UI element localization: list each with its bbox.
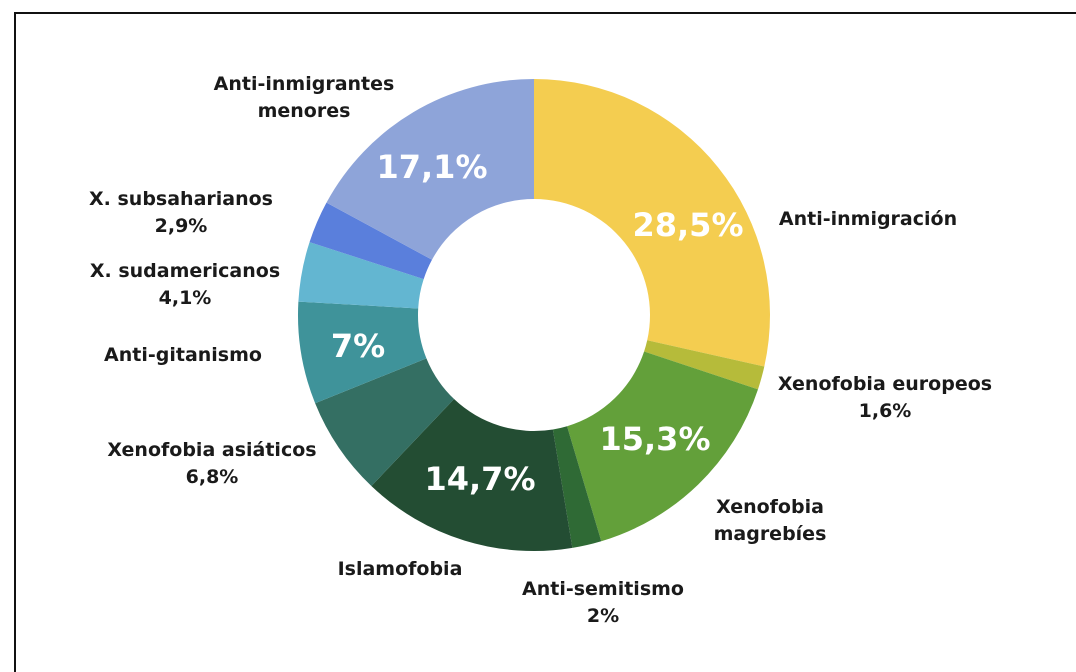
slice-1 bbox=[644, 340, 765, 390]
slice-value-label-0: 28,5% bbox=[632, 206, 743, 244]
slice-2 bbox=[567, 351, 758, 542]
slice-9 bbox=[326, 78, 534, 260]
slice-7 bbox=[298, 242, 424, 309]
slice-value-labels: 28,5% 15,3% 14,7% 7% 17,1% bbox=[331, 148, 744, 498]
slice-category-label-2: Xenofobia magrebíes bbox=[714, 496, 827, 545]
slice-3 bbox=[552, 426, 602, 548]
slice-category-label-9: Anti-inmigrantes menores bbox=[214, 73, 395, 122]
slice-category-label-5: Xenofobia asiáticos 6,8% bbox=[107, 439, 316, 488]
chart-frame bbox=[14, 12, 1076, 672]
slice-value-label-4: 14,7% bbox=[424, 460, 535, 498]
slice-category-label-7: X. sudamericanos 4,1% bbox=[90, 260, 280, 309]
slice-category-label-0: Anti-inmigración bbox=[779, 208, 957, 230]
slice-category-label-8: X. subsaharianos 2,9% bbox=[89, 188, 273, 237]
slice-category-label-6: Anti-gitanismo bbox=[104, 344, 262, 366]
donut-chart: 28,5% 15,3% 14,7% 7% 17,1% Anti-inmigración X… bbox=[89, 73, 992, 627]
slice-category-label-1: Xenofobia europeos 1,6% bbox=[778, 373, 992, 422]
slice-4 bbox=[371, 399, 573, 551]
slice-0 bbox=[534, 79, 770, 367]
slice-value-label-9: 17,1% bbox=[376, 148, 487, 186]
donut-slices bbox=[297, 78, 770, 551]
slice-5 bbox=[315, 358, 455, 487]
slice-value-label-6: 7% bbox=[331, 327, 385, 365]
slice-category-label-3: Anti-semitismo 2% bbox=[522, 578, 684, 627]
slice-category-label-4: Islamofobia bbox=[338, 558, 463, 580]
slice-category-labels: Anti-inmigración Xenofobia europeos 1,6% Xe… bbox=[89, 73, 992, 627]
slice-8 bbox=[309, 202, 432, 280]
slice-6 bbox=[297, 301, 427, 404]
slice-value-label-2: 15,3% bbox=[599, 420, 710, 458]
